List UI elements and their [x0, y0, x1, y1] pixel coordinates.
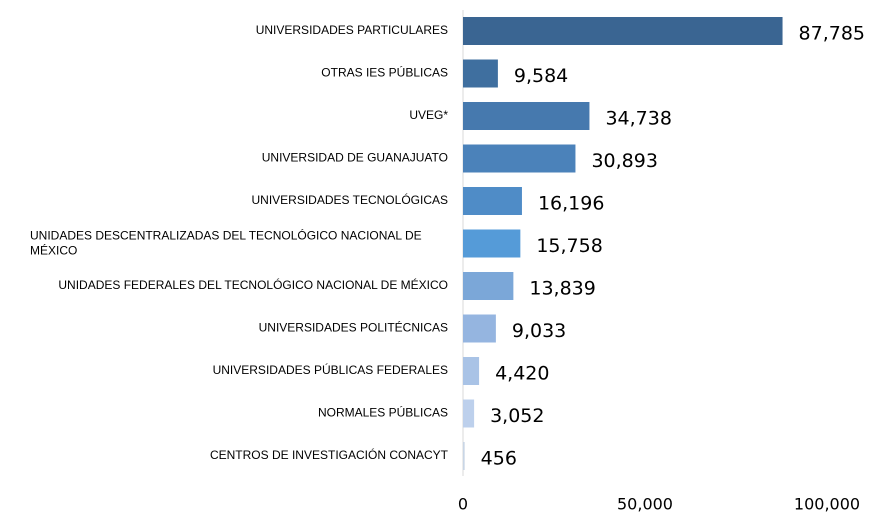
data-label: 13,839	[529, 278, 595, 300]
data-label: 30,893	[591, 150, 657, 172]
y-tick-label: OTRAS IES PÚBLICAS	[321, 65, 448, 80]
bar	[463, 442, 465, 470]
y-tick-label: UNIVERSIDADES POLITÉCNICAS	[259, 320, 448, 335]
y-tick-label: UNIVERSIDAD DE GUANAJUATO	[262, 151, 448, 165]
data-label: 34,738	[605, 108, 671, 130]
data-label: 9,584	[514, 65, 568, 87]
y-tick-label: UNIDADES DESCENTRALIZADAS DEL TECNOLÓGIC…	[30, 228, 425, 258]
bar	[463, 357, 480, 385]
bar	[463, 144, 576, 173]
bar	[463, 314, 496, 343]
data-label: 87,785	[799, 23, 865, 45]
data-label: 456	[481, 448, 517, 470]
data-label: 16,196	[538, 193, 604, 215]
bar	[463, 17, 783, 45]
y-tick-label: NORMALES PÚBLICAS	[318, 405, 448, 420]
data-label: 15,758	[536, 235, 602, 257]
y-tick-label: UNIVERSIDADES PÚBLICAS FEDERALES	[213, 362, 448, 377]
y-tick-label: UNIVERSIDADES TECNOLÓGICAS	[252, 192, 449, 207]
x-tick-label: 0	[458, 495, 468, 514]
bar	[463, 399, 475, 428]
bar	[463, 187, 522, 215]
data-label: 4,420	[495, 363, 549, 385]
y-tick-label: UVEG*	[409, 108, 448, 122]
bar	[463, 229, 521, 258]
bar	[463, 59, 498, 88]
y-tick-label: UNIDADES FEDERALES DEL TECNOLÓGICO NACIO…	[58, 277, 448, 292]
y-tick-label: CENTROS DE INVESTIGACIÓN CONACYT	[210, 447, 449, 462]
y-tick-label: UNIVERSIDADES PARTICULARES	[256, 23, 448, 37]
bar	[463, 102, 590, 130]
bar	[463, 272, 514, 300]
data-label: 9,033	[512, 320, 566, 342]
x-tick-label: 100,000	[794, 495, 860, 514]
data-label: 3,052	[490, 405, 544, 427]
x-tick-label: 50,000	[617, 495, 673, 514]
